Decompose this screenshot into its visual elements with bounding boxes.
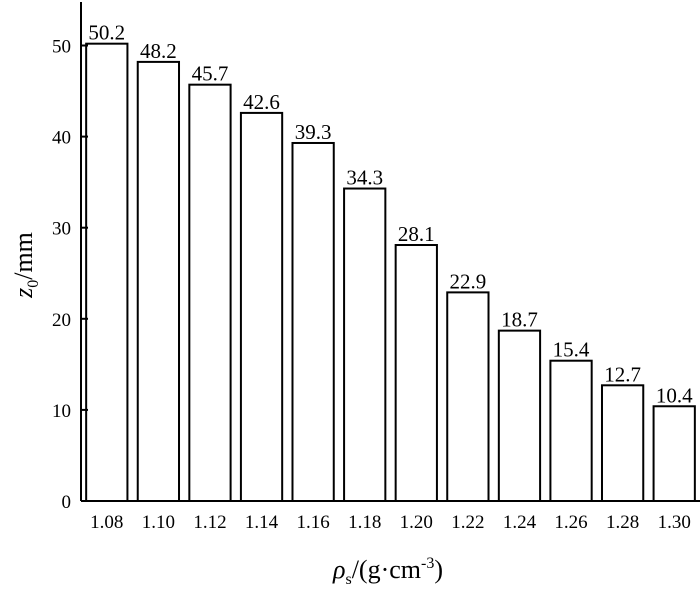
y-axis-subscript: 0 — [25, 280, 42, 288]
x-tick-label: 1.30 — [658, 512, 691, 533]
y-tick-label: 20 — [52, 310, 71, 331]
data-label: 22.9 — [450, 269, 487, 293]
bar-1.20 — [394, 244, 438, 502]
bars-group — [85, 42, 696, 503]
x-tick-label: 1.08 — [90, 512, 123, 533]
bar-1.16 — [291, 141, 335, 502]
bar-1.22 — [446, 291, 490, 502]
bar-1.14 — [239, 111, 284, 502]
y-tick-label: 50 — [52, 37, 71, 58]
data-label: 10.4 — [656, 383, 693, 407]
x-axis-title: ρs/(g·cm-3) — [332, 555, 443, 588]
bar-1.18 — [343, 187, 387, 502]
bar-1.26 — [549, 359, 593, 502]
x-tick-label: 1.28 — [606, 512, 639, 533]
data-label: 28.1 — [398, 222, 435, 246]
y-axis-title: z0/mm — [9, 232, 42, 299]
data-label: 50.2 — [88, 21, 125, 45]
data-label: 48.2 — [140, 39, 177, 63]
y-axis-unit: /mm — [9, 232, 38, 280]
data-label: 45.7 — [192, 62, 229, 86]
data-labels-group: 50.2 48.2 45.7 42.6 39.3 34.3 28.1 22.9 18.7 15.4… — [88, 21, 693, 408]
x-axis-superscript: -3 — [421, 555, 434, 572]
bar-1.24 — [497, 329, 542, 503]
x-tick-label: 1.26 — [554, 512, 587, 533]
data-label: 18.7 — [501, 308, 538, 332]
x-axis-symbol: ρ — [332, 555, 345, 584]
x-tick-label: 1.12 — [193, 512, 226, 533]
x-tick-label: 1.22 — [451, 512, 484, 533]
bar-1.28 — [600, 384, 645, 502]
x-axis: 1.08 1.10 1.12 1.14 1.16 1.18 1.20 1.22 1.24 1.26… — [81, 500, 700, 533]
data-label: 42.6 — [243, 90, 280, 114]
data-label: 12.7 — [604, 362, 641, 386]
x-tick-label: 1.18 — [348, 512, 381, 533]
bar-1.30 — [652, 405, 696, 503]
data-label: 39.3 — [295, 120, 332, 144]
bar-1.08 — [85, 42, 129, 503]
y-tick-label: 40 — [52, 128, 71, 149]
bar-1.12 — [188, 83, 232, 502]
data-label: 34.3 — [346, 166, 383, 190]
x-tick-label: 1.16 — [297, 512, 330, 533]
x-tick-label: 1.14 — [245, 512, 279, 533]
x-tick-label: 1.10 — [142, 512, 175, 533]
bar-1.10 — [136, 60, 181, 503]
x-axis-unit: /(g·cm — [352, 555, 421, 584]
y-axis-symbol: z — [9, 288, 38, 299]
x-tick-label: 1.20 — [400, 512, 433, 533]
y-tick-label: 0 — [62, 492, 72, 513]
y-tick-label: 30 — [52, 219, 71, 240]
y-tick-label: 10 — [52, 401, 71, 422]
x-axis-subscript: s — [345, 571, 351, 588]
x-tick-label: 1.24 — [503, 512, 537, 533]
x-axis-close: ) — [434, 555, 443, 584]
y-axis: 0 10 20 30 40 50 — [52, 2, 88, 513]
data-label: 15.4 — [553, 338, 590, 362]
